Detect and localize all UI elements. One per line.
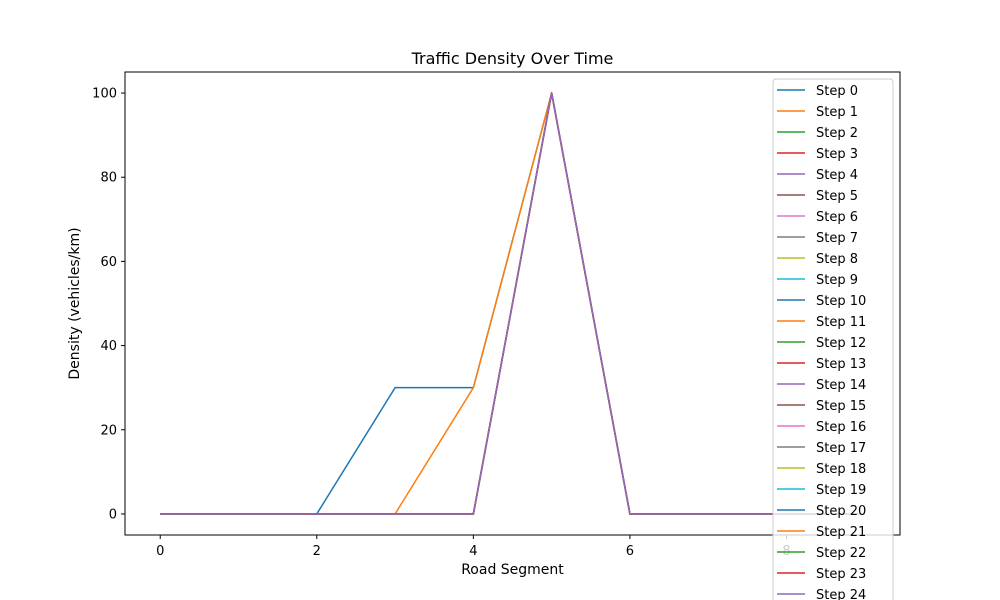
x-axis-label: Road Segment <box>461 562 564 578</box>
x-tick-label: 6 <box>626 544 634 559</box>
legend: Step 0 Step 1 Step 2 Step 3 Step 4 Step 5 Step… <box>772 78 894 600</box>
y-tick-label: 40 <box>100 339 117 354</box>
x-axis-ticks: 02468 <box>156 535 791 559</box>
y-tick-label: 60 <box>100 255 117 270</box>
x-tick-label: 0 <box>156 544 164 559</box>
legend-label: Step 0 <box>816 84 858 99</box>
x-tick-label: 2 <box>313 544 321 559</box>
legend-label: Step 14 <box>816 378 866 393</box>
legend-label: Step 12 <box>816 336 866 351</box>
y-axis-label: Density (vehicles/km) <box>67 227 83 379</box>
legend-label: Step 23 <box>816 567 866 582</box>
y-tick-label: 20 <box>100 423 117 438</box>
legend-label: Step 13 <box>816 357 866 372</box>
legend-label: Step 2 <box>816 126 858 141</box>
legend-label: Step 1 <box>816 105 858 120</box>
legend-label: Step 3 <box>816 147 858 162</box>
legend-label: Step 5 <box>816 189 858 204</box>
legend-label: Step 21 <box>816 525 866 540</box>
legend-label: Step 4 <box>816 168 858 183</box>
series-layer <box>160 92 865 515</box>
y-tick-label: 0 <box>109 507 117 522</box>
legend-label: Step 24 <box>816 588 866 600</box>
legend-label: Step 22 <box>816 546 866 561</box>
chart-title: Traffic Density Over Time <box>411 49 614 68</box>
legend-label: Step 8 <box>816 252 858 267</box>
legend-label: Step 17 <box>816 441 866 456</box>
legend-label: Step 16 <box>816 420 866 435</box>
legend-label: Step 15 <box>816 399 866 414</box>
legend-label: Step 18 <box>816 462 866 477</box>
y-tick-label: 80 <box>100 171 117 186</box>
legend-label: Step 11 <box>816 315 866 330</box>
legend-label: Step 20 <box>816 504 866 519</box>
legend-label: Step 7 <box>816 231 858 246</box>
legend-box <box>772 78 894 600</box>
legend-label: Step 10 <box>816 294 866 309</box>
y-axis-ticks: 0 20 40 60 80 100 <box>92 87 125 522</box>
y-tick-label: 100 <box>92 87 117 102</box>
legend-label: Step 6 <box>816 210 858 225</box>
plot-frame <box>124 71 901 536</box>
series-line <box>160 92 865 515</box>
legend-label: Step 9 <box>816 273 858 288</box>
legend-label: Step 19 <box>816 483 866 498</box>
x-tick-label: 4 <box>469 544 477 559</box>
